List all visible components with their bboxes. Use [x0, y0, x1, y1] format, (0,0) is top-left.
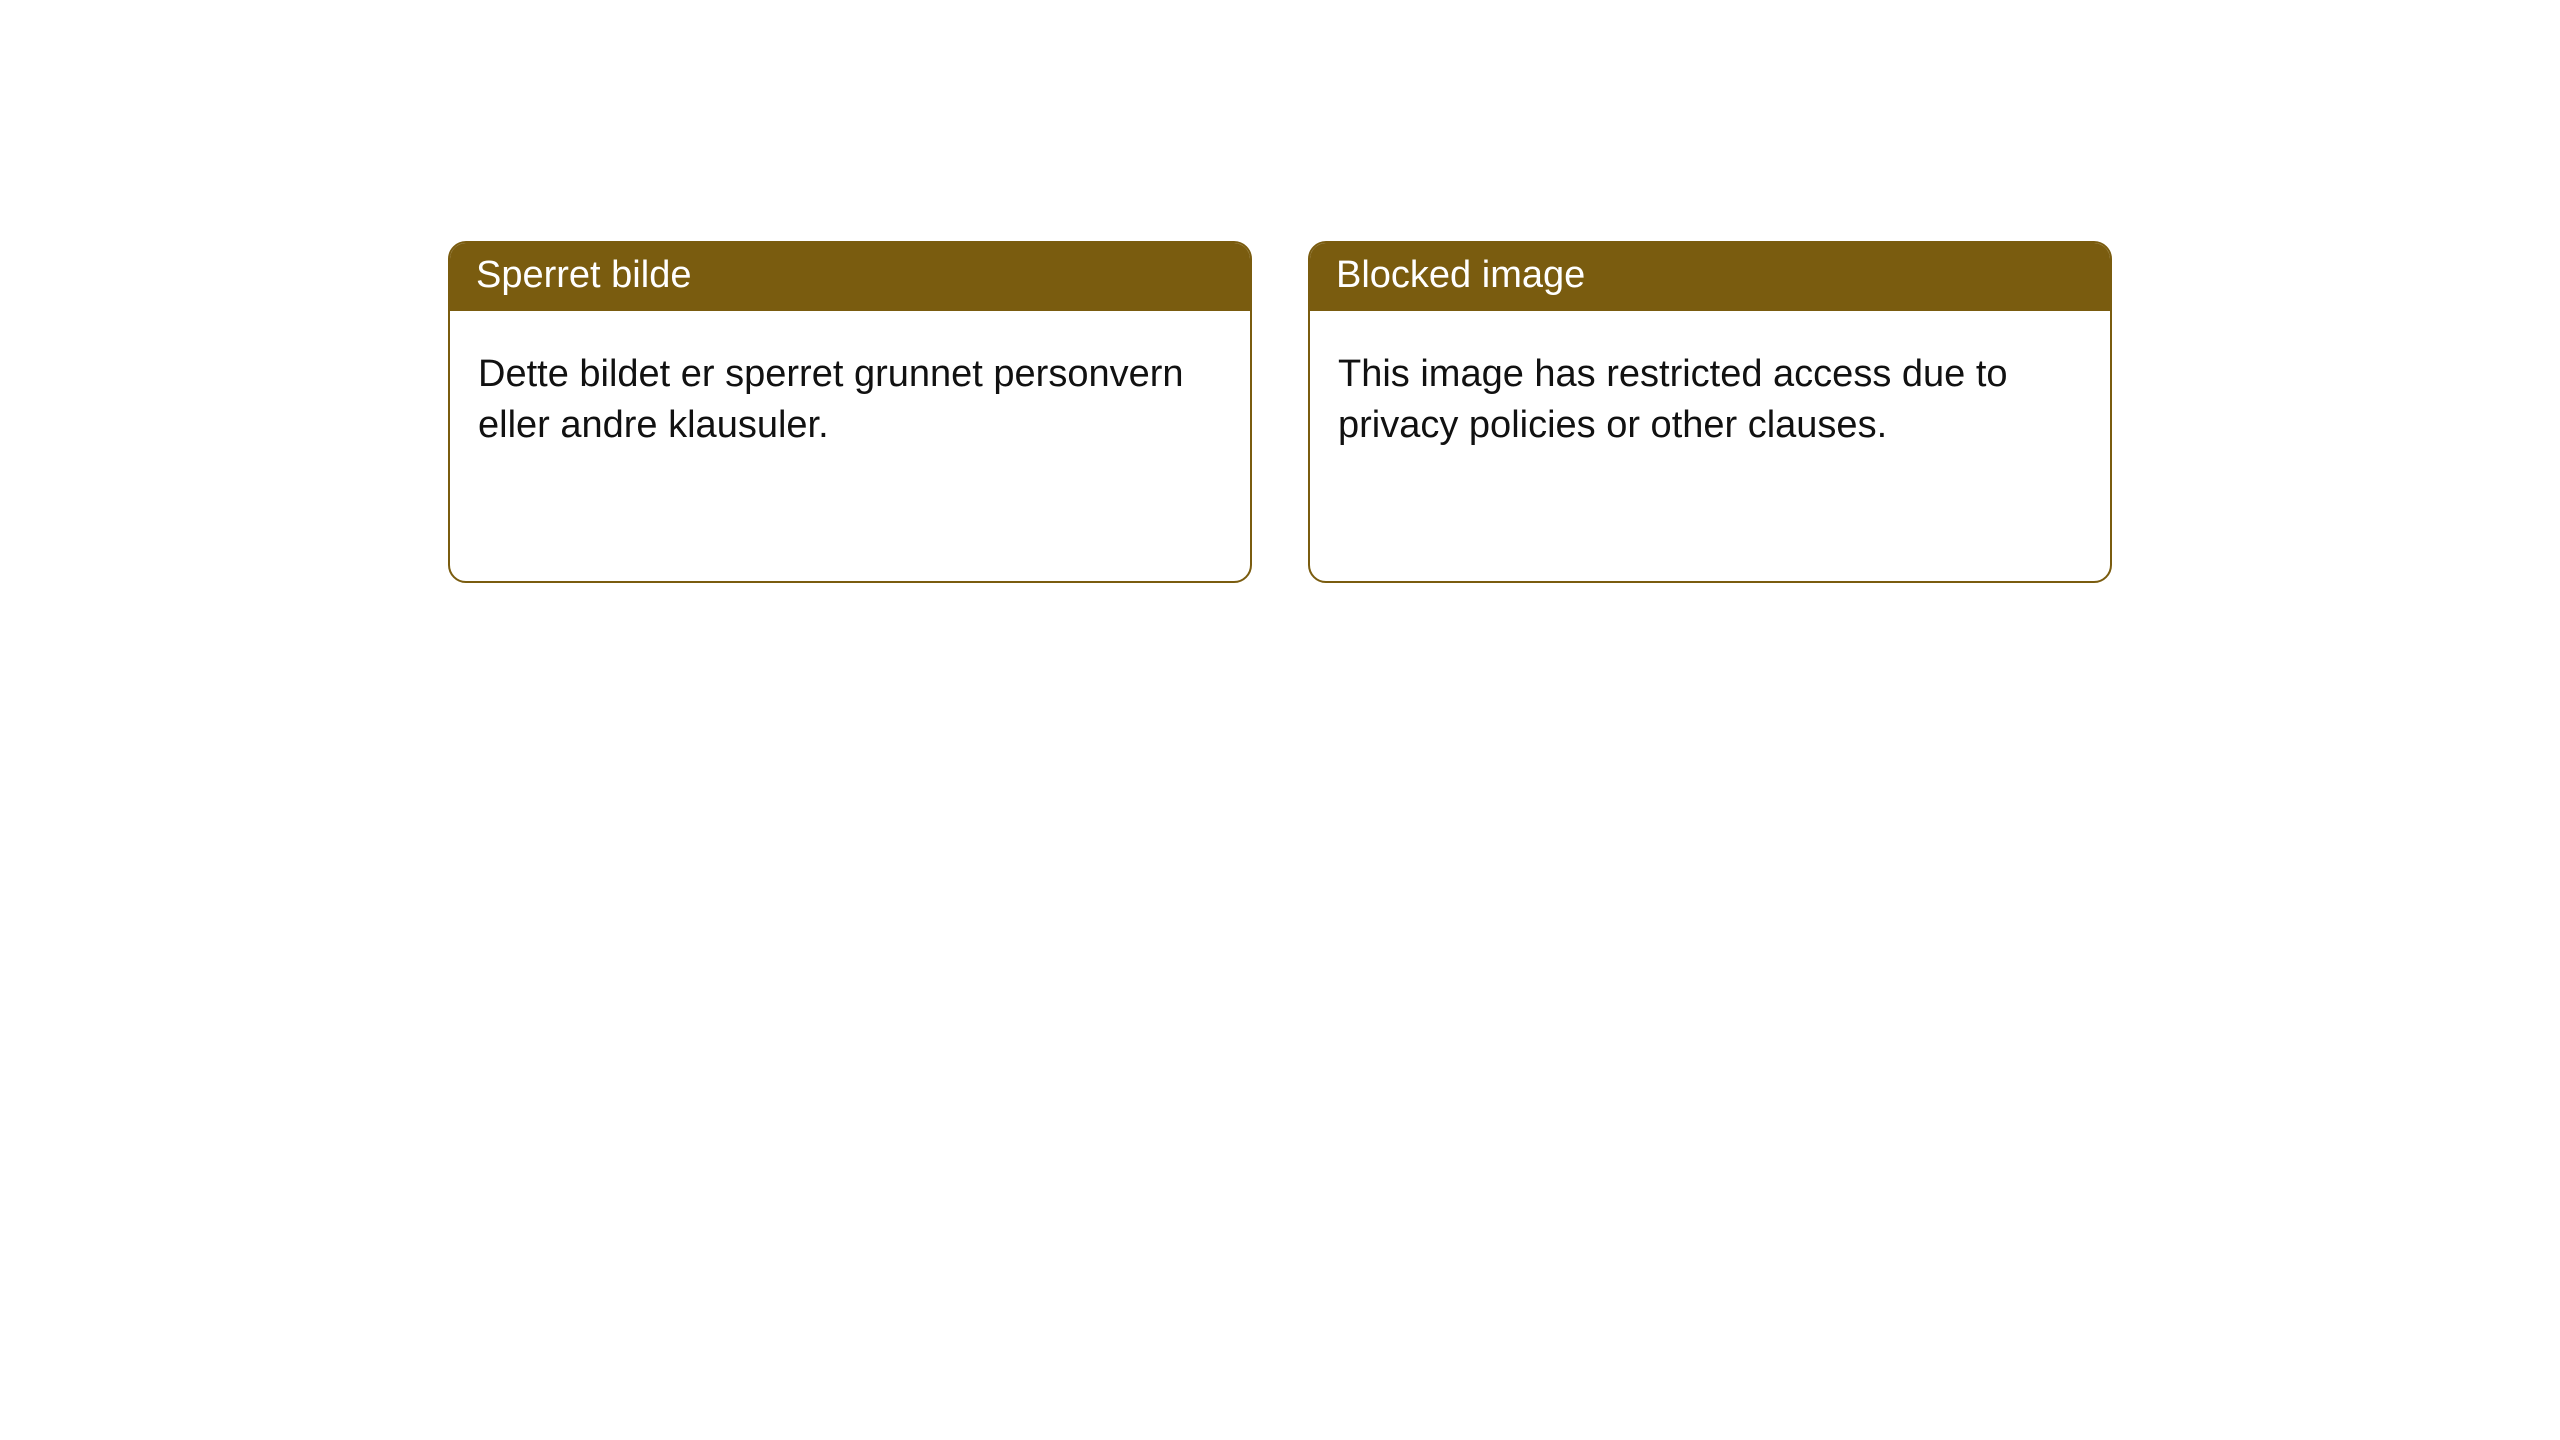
notice-card-norwegian: Sperret bilde Dette bildet er sperret gr… — [448, 241, 1252, 583]
notice-message: This image has restricted access due to … — [1338, 349, 2082, 452]
notice-title: Blocked image — [1336, 254, 1585, 296]
notice-header: Sperret bilde — [450, 243, 1250, 311]
notice-message: Dette bildet er sperret grunnet personve… — [478, 349, 1222, 452]
notice-card-english: Blocked image This image has restricted … — [1308, 241, 2112, 583]
notice-container: Sperret bilde Dette bildet er sperret gr… — [0, 0, 2560, 583]
notice-header: Blocked image — [1310, 243, 2110, 311]
notice-title: Sperret bilde — [476, 254, 691, 296]
notice-body: This image has restricted access due to … — [1310, 311, 2110, 581]
notice-body: Dette bildet er sperret grunnet personve… — [450, 311, 1250, 581]
